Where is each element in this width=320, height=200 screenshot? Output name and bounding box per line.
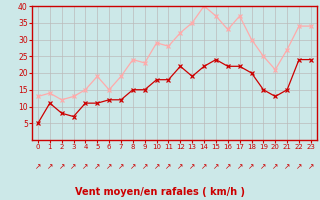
Text: Vent moyen/en rafales ( km/h ): Vent moyen/en rafales ( km/h ) [75, 187, 245, 197]
Text: ↗: ↗ [177, 162, 184, 171]
Text: ↗: ↗ [272, 162, 278, 171]
Text: ↗: ↗ [225, 162, 231, 171]
Text: ↗: ↗ [118, 162, 124, 171]
Text: ↗: ↗ [248, 162, 255, 171]
Text: ↗: ↗ [260, 162, 267, 171]
Text: ↗: ↗ [141, 162, 148, 171]
Text: ↗: ↗ [165, 162, 172, 171]
Text: ↗: ↗ [82, 162, 89, 171]
Text: ↗: ↗ [189, 162, 196, 171]
Text: ↗: ↗ [47, 162, 53, 171]
Text: ↗: ↗ [94, 162, 100, 171]
Text: ↗: ↗ [201, 162, 207, 171]
Text: ↗: ↗ [153, 162, 160, 171]
Text: ↗: ↗ [236, 162, 243, 171]
Text: ↗: ↗ [130, 162, 136, 171]
Text: ↗: ↗ [106, 162, 112, 171]
Text: ↗: ↗ [70, 162, 77, 171]
Text: ↗: ↗ [59, 162, 65, 171]
Text: ↗: ↗ [35, 162, 41, 171]
Text: ↗: ↗ [296, 162, 302, 171]
Text: ↗: ↗ [284, 162, 290, 171]
Text: ↗: ↗ [308, 162, 314, 171]
Text: ↗: ↗ [213, 162, 219, 171]
